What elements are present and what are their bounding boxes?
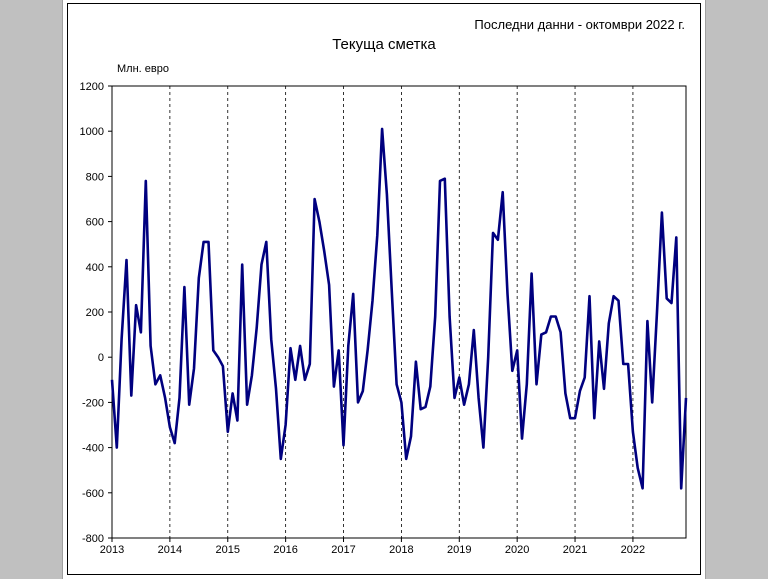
y-tick-label: -800: [82, 533, 104, 545]
y-tick-label: 600: [86, 217, 104, 229]
y-tick-label: -600: [82, 488, 104, 500]
x-tick-label: 2018: [389, 544, 413, 556]
y-tick-label: -200: [82, 397, 104, 409]
y-tick-label: 400: [86, 262, 104, 274]
chart-subtitle: Последни данни - октомври 2022 г.: [474, 17, 685, 32]
y-tick-label: -400: [82, 443, 104, 455]
y-tick-label: 1000: [80, 126, 104, 138]
x-tick-label: 2022: [621, 544, 645, 556]
chart-frame: [67, 3, 701, 575]
x-tick-label: 2013: [100, 544, 124, 556]
y-tick-label: 0: [98, 352, 104, 364]
x-tick-label: 2014: [158, 544, 182, 556]
series-line: [110, 127, 688, 490]
x-tick-label: 2019: [447, 544, 471, 556]
x-tick-label: 2020: [505, 544, 529, 556]
x-tick-label: 2021: [563, 544, 587, 556]
x-tick-label: 2016: [273, 544, 297, 556]
y-tick-label: 1200: [80, 81, 104, 93]
y-axis-label: Млн. евро: [117, 63, 169, 75]
x-tick-label: 2017: [331, 544, 355, 556]
y-tick-label: 800: [86, 171, 104, 183]
y-tick-label: 200: [86, 307, 104, 319]
x-tick-label: 2015: [216, 544, 240, 556]
chart-title: Текуща сметка: [332, 36, 436, 53]
